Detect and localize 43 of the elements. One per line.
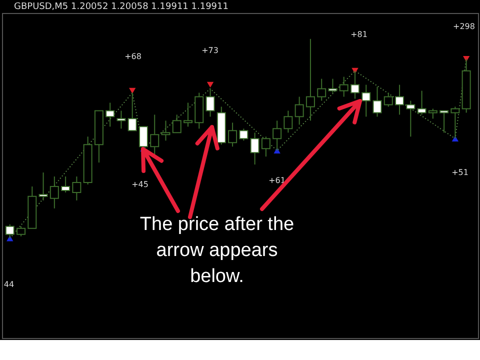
candlestick (106, 102, 115, 128)
candlestick (228, 122, 238, 148)
candlestick (317, 78, 326, 102)
annotation: +73 (202, 46, 218, 55)
candlestick (206, 88, 215, 118)
point (128, 88, 136, 94)
annotation: +61 (268, 176, 286, 185)
candlestick (395, 84, 404, 116)
candlestick (406, 100, 416, 138)
point (206, 82, 214, 88)
text: 44 (4, 280, 14, 289)
candlestick (161, 120, 170, 142)
candlestick (372, 86, 382, 118)
candlestick (50, 176, 59, 209)
candlestick (339, 76, 348, 98)
text: +298 (453, 22, 475, 31)
annotation: +51 (452, 168, 468, 177)
candlestick (440, 110, 449, 134)
candlestick (72, 176, 82, 201)
candlestick (184, 102, 193, 128)
annotation: +68 (124, 52, 142, 61)
candlestick (284, 110, 293, 134)
candlestick (294, 96, 304, 126)
annotation: +45 (132, 180, 148, 189)
candlestick (362, 84, 371, 118)
annotation: The price after the arrow appears below. (140, 214, 294, 287)
candlestick (172, 114, 182, 134)
chart-title: GBPUSD,M5 1.20052 1.20058 1.19911 1.19911 (14, 2, 228, 12)
candlestick (384, 92, 393, 108)
annotation: +81 (350, 30, 368, 39)
candlestick (150, 114, 160, 156)
candlestick (38, 172, 48, 201)
candlestick (239, 128, 248, 142)
candlestick (250, 132, 260, 166)
candlestick (306, 38, 315, 122)
candlestick (261, 136, 270, 158)
candlestick (417, 90, 426, 116)
candlestick (61, 176, 70, 193)
candlestick (328, 78, 338, 94)
candlestick (428, 108, 438, 120)
candlestick (272, 120, 282, 152)
candlestick (116, 110, 126, 130)
candlestick (16, 226, 26, 237)
